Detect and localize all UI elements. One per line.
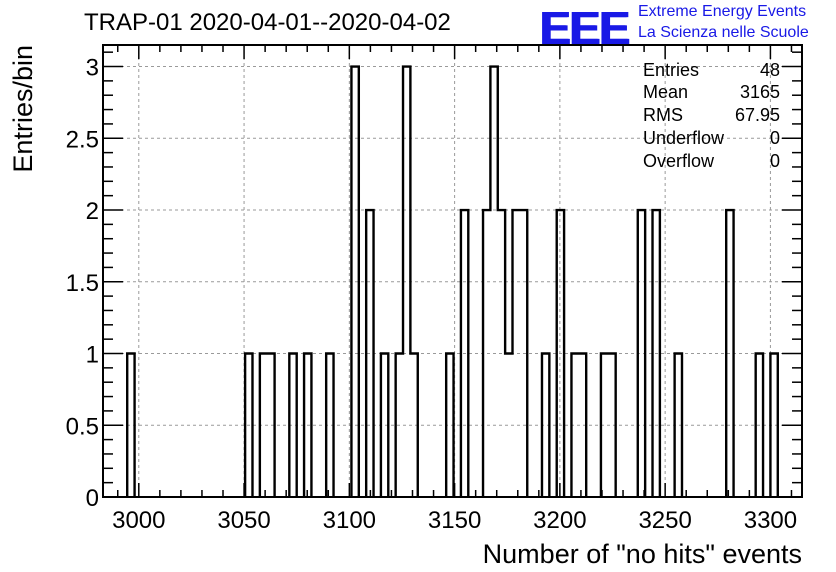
chart-title: TRAP-01 2020-04-01--2020-04-02	[84, 9, 451, 36]
x-tick-label: 3150	[428, 507, 481, 534]
y-tick-label: 0	[86, 485, 99, 512]
logo-subtitle-line1: Extreme Energy Events	[638, 3, 807, 20]
grid-lines	[103, 45, 802, 497]
x-tick-label: 3200	[533, 507, 586, 534]
x-tick-label: 3250	[638, 507, 691, 534]
x-tick-label: 3000	[112, 507, 165, 534]
stat-value-underflow: 0	[769, 128, 780, 148]
x-tick-label: 3100	[323, 507, 376, 534]
x-tick-labels: 3000 3050 3100 3150 3200 3250 3300	[112, 507, 797, 534]
x-axis-label: Number of "no hits" events	[483, 539, 802, 569]
y-tick-label: 1	[86, 342, 99, 369]
y-tick-labels: 0 0.5 1 1.5 2 2.5 3	[66, 55, 99, 512]
axis-ticks	[103, 45, 802, 498]
logo-subtitle-line2: La Scienza nelle Scuole	[638, 24, 809, 41]
stat-label-entries: Entries	[643, 60, 700, 80]
stat-label-underflow: Underflow	[643, 128, 725, 148]
stat-value-entries: 48	[759, 60, 780, 80]
stat-value-rms: 67.95	[734, 105, 780, 125]
y-tick-label: 3	[86, 55, 99, 82]
y-axis-label: Entries/bin	[8, 45, 38, 173]
histogram-outline	[126, 65, 779, 497]
y-tick-label: 2	[86, 198, 99, 225]
x-tick-label: 3300	[744, 507, 797, 534]
y-tick-label: 2.5	[66, 126, 99, 153]
y-tick-label: 0.5	[66, 413, 99, 440]
stat-label-mean: Mean	[643, 82, 689, 102]
stat-value-mean: 3165	[739, 82, 780, 102]
x-tick-label: 3050	[217, 507, 270, 534]
stat-label-rms: RMS	[643, 105, 683, 125]
stat-value-overflow: 0	[769, 151, 780, 171]
y-tick-label: 1.5	[66, 270, 99, 297]
stat-label-overflow: Overflow	[643, 151, 715, 171]
eee-logo: EEE	[540, 2, 630, 54]
